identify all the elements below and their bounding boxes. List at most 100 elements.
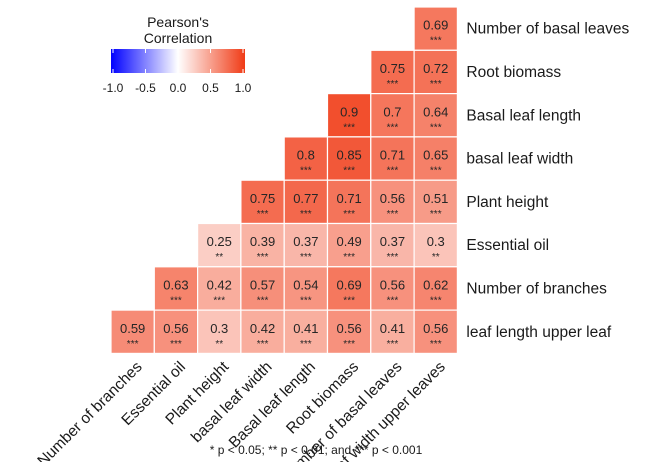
cell-fill [370,309,415,355]
cell-fill [326,136,372,181]
heatmap-cell: 0.49 *** [326,222,372,268]
cell-significance-label: *** [387,79,399,90]
cell-significance-label: *** [430,166,442,177]
cell-value-label: 0.56 [380,191,405,206]
cell-fill [283,309,329,355]
row-label: Root biomass [466,64,561,81]
cell-significance-label: *** [430,339,442,350]
cell-value-label: 0.37 [293,234,318,249]
cell-significance-label: *** [343,252,355,263]
cell-significance-label: *** [387,252,399,263]
cell-value-label: 0.56 [163,321,188,336]
cell-significance-label: *** [300,166,312,177]
heatmap-cell: 0.71 *** [326,179,372,225]
cell-significance-label: *** [127,339,139,350]
cell-value-label: 0.56 [336,321,361,336]
cell-value-label: 0.7 [383,104,401,119]
row-label: Basal leaf length [466,107,581,124]
cell-value-label: 0.8 [297,148,315,163]
cell-fill [370,49,415,95]
heatmap-cell: 0.56 *** [370,179,415,225]
heatmap-cell: 0.69 *** [326,266,372,311]
cell-significance-label: *** [387,209,399,220]
heatmap-cell: 0.75 *** [240,179,285,225]
heatmap-cell: 0.64 *** [413,92,459,138]
cell-fill [283,136,329,181]
cell-value-label: 0.57 [250,277,275,292]
heatmap-cell: 0.71 *** [370,136,415,181]
cell-value-label: 0.72 [423,61,448,76]
cell-significance-label: ** [215,252,223,263]
row-label: Plant height [466,194,549,211]
heatmap-cell: 0.37 *** [370,222,415,268]
cell-value-label: 0.64 [423,104,448,119]
cell-value-label: 0.62 [423,277,448,292]
heatmap-cell: 0.56 *** [326,309,372,355]
cell-value-label: 0.41 [293,321,318,336]
cell-fill [413,49,459,95]
cell-fill [413,309,459,355]
heatmap-cell: 0.25 ** [197,222,242,268]
legend-tick-label: 0.0 [170,81,187,95]
cell-value-label: 0.69 [423,18,448,33]
cell-value-label: 0.42 [250,321,275,336]
cell-significance-label: *** [387,166,399,177]
cell-value-label: 0.56 [380,277,405,292]
cell-value-label: 0.39 [250,234,275,249]
row-label: basal leaf width [466,151,573,168]
legend-title-line2: Correlation [144,30,212,46]
cell-value-label: 0.49 [336,234,361,249]
cell-fill [197,222,242,268]
cell-value-label: 0.25 [207,234,232,249]
cell-significance-label: *** [387,295,399,306]
heatmap-cell: 0.62 *** [413,266,459,311]
cell-fill [370,92,415,138]
heatmap-cell: 0.41 *** [370,309,415,355]
cell-significance-label: *** [257,209,269,220]
cell-value-label: 0.56 [423,321,448,336]
legend-ticks: -1.0 -0.5 0.0 0.5 1.0 [103,49,252,95]
legend-tick-label: -0.5 [135,81,156,95]
cell-significance-label: *** [213,295,225,306]
significance-footnote: * p < 0.05; ** p < 0.01; and *** p < 0.0… [210,443,423,457]
cell-value-label: 0.75 [250,191,275,206]
cell-value-label: 0.71 [336,191,361,206]
cell-significance-label: *** [170,339,182,350]
heatmap-cell: 0.75 *** [370,49,415,95]
heatmap-cell: 0.56 *** [413,309,459,355]
cell-fill [153,309,199,355]
cell-fill [326,179,372,225]
legend-tick-label: 1.0 [235,81,252,95]
cell-value-label: 0.41 [380,321,405,336]
heatmap-cells: 0.69***0.75***0.72***0.9***0.7***0.64***… [110,6,459,355]
cell-fill [240,266,285,311]
heatmap-cell: 0.54 *** [283,266,329,311]
cell-value-label: 0.3 [427,234,445,249]
cell-significance-label: *** [300,295,312,306]
heatmap-cell: 0.69 *** [413,6,459,51]
cell-significance-label: *** [430,79,442,90]
row-label: Number of basal leaves [466,21,629,38]
heatmap-cell: 0.42 *** [240,309,285,355]
heatmap-cell: 0.59 *** [110,309,155,355]
heatmap-cell: 0.9 *** [326,92,372,138]
row-label: leaf length upper leaf [466,324,611,341]
cell-value-label: 0.77 [293,191,318,206]
cell-value-label: 0.75 [380,61,405,76]
heatmap-cell: 0.65 *** [413,136,459,181]
heatmap-cell: 0.3 ** [197,309,242,355]
cell-value-label: 0.85 [336,148,361,163]
cell-significance-label: *** [257,295,269,306]
cell-value-label: 0.59 [120,321,145,336]
cell-value-label: 0.65 [423,148,448,163]
legend-tick-label: -1.0 [103,81,124,95]
cell-significance-label: *** [430,122,442,133]
cell-significance-label: *** [300,209,312,220]
heatmap-cell: 0.56 *** [370,266,415,311]
cell-fill [413,179,459,225]
cell-significance-label: *** [387,339,399,350]
color-legend: Pearson's Correlation -1.0 -0.5 0.0 0.5 1.0 [103,14,252,95]
cell-value-label: 0.69 [336,277,361,292]
cell-significance-label: *** [343,209,355,220]
